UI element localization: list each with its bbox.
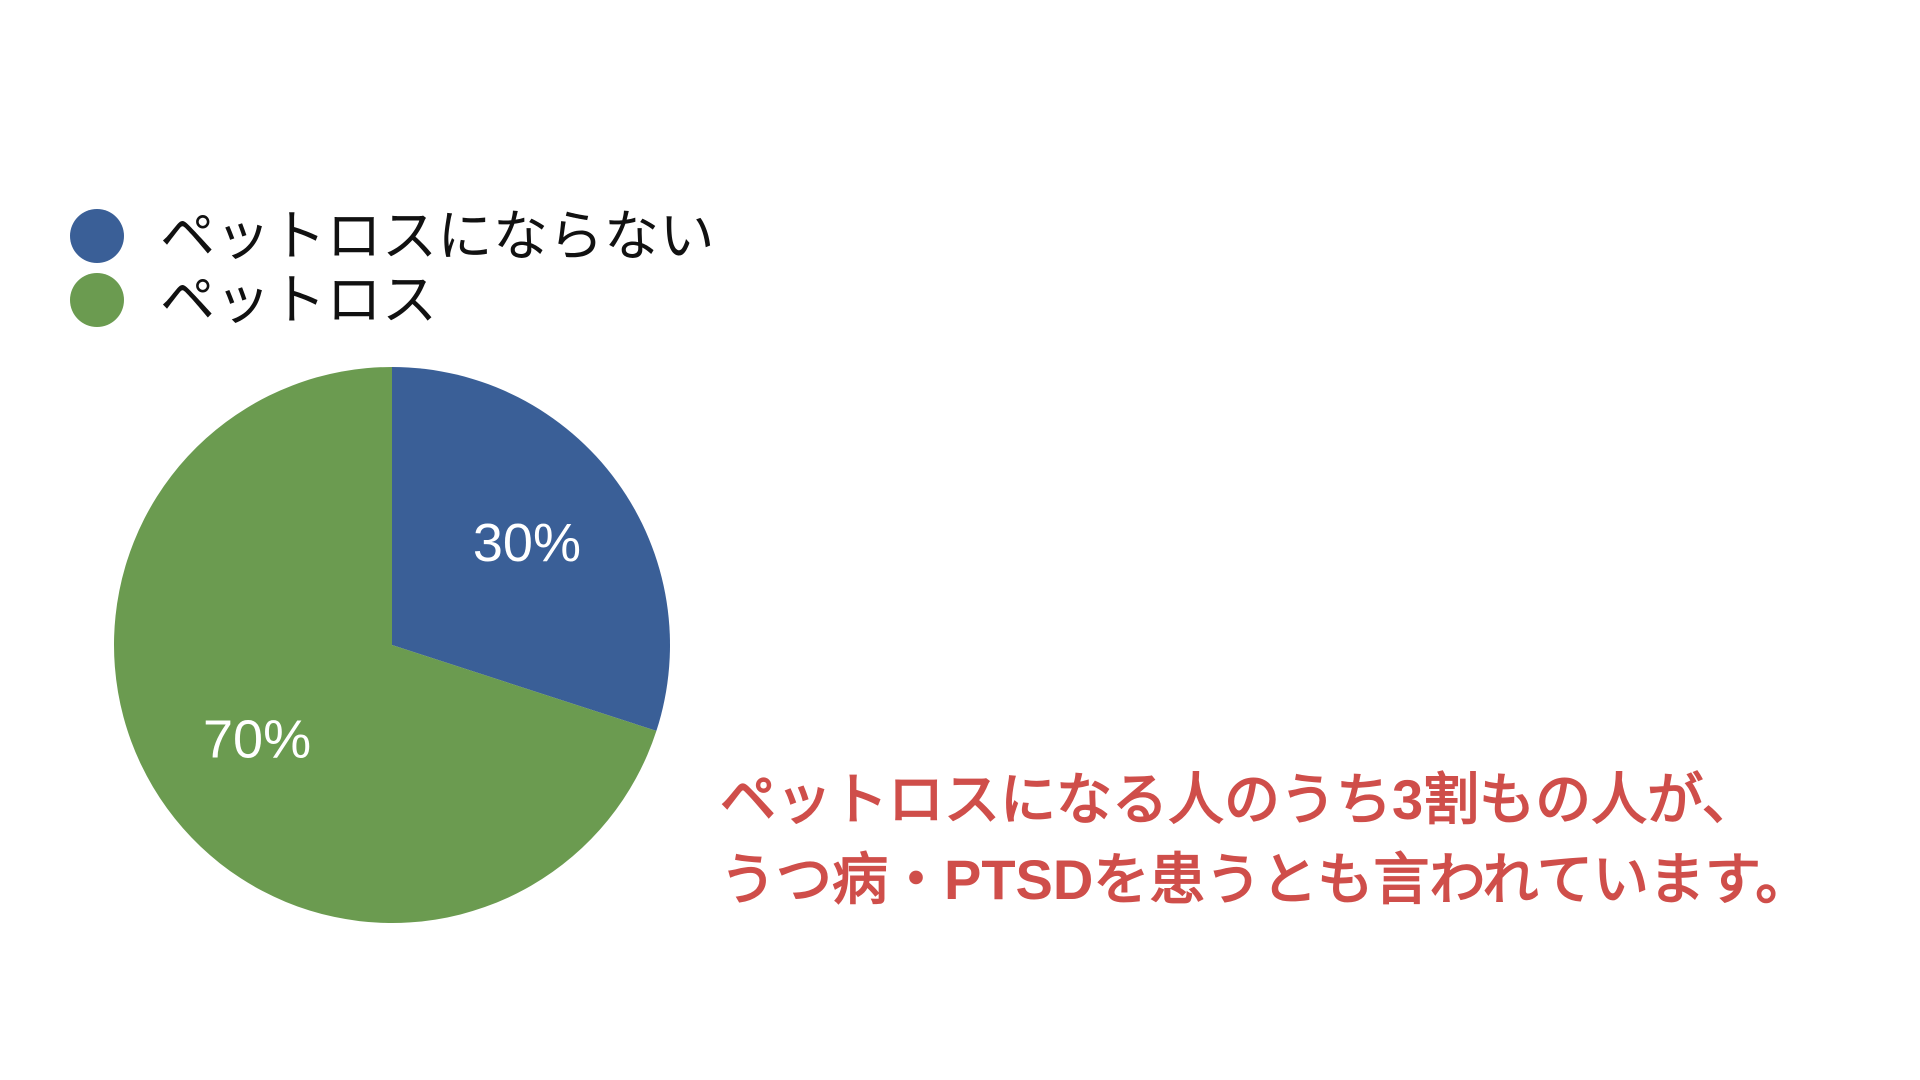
legend-item-no-pet-loss: ペットロスにならない	[70, 205, 715, 267]
legend-item-label-0: ペットロスにならない	[160, 204, 716, 267]
legend-swatch-circle-icon-1	[70, 273, 124, 327]
pie-chart-svg: 30% 70%	[113, 367, 670, 923]
pie-slice-0	[392, 367, 670, 731]
pie-chart: 30% 70%	[112, 365, 672, 925]
legend-item-label-1: ペットロス	[160, 268, 438, 331]
pie-slice-label-1: 70%	[203, 709, 311, 769]
pie-slice-label-0: 30%	[473, 513, 581, 573]
callout-line-2: うつ病・PTSDを患うとも言われています。	[720, 847, 1812, 911]
legend-swatch-circle-icon-0	[70, 209, 124, 263]
callout-line-1: ペットロスになる人のうち3割もの人が、	[720, 768, 1759, 831]
callout-text-block: ペットロスになる人のうち3割もの人が、 うつ病・PTSDを患うとも言われています…	[720, 760, 1840, 919]
pie-slice-group	[113, 367, 670, 923]
legend-item-pet-loss: ペットロス	[70, 269, 715, 331]
pie-slice-1	[113, 367, 657, 923]
chart-legend: ペットロスにならない ペットロス	[70, 205, 715, 331]
